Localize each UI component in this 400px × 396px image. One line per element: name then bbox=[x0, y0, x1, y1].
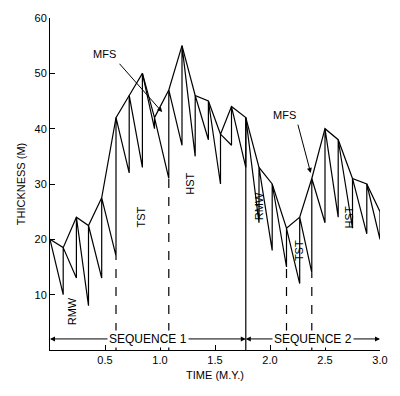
svg-text:HST: HST bbox=[184, 172, 196, 194]
svg-text:2.5: 2.5 bbox=[317, 354, 332, 366]
svg-text:30: 30 bbox=[35, 178, 47, 190]
svg-text:TST: TST bbox=[293, 240, 305, 261]
svg-text:3.0: 3.0 bbox=[372, 354, 387, 366]
svg-text:MFS: MFS bbox=[273, 109, 296, 121]
svg-text:1.5: 1.5 bbox=[207, 354, 222, 366]
svg-text:2.0: 2.0 bbox=[262, 354, 277, 366]
svg-text:SEQUENCE 2: SEQUENCE 2 bbox=[274, 332, 352, 346]
svg-text:60: 60 bbox=[35, 12, 47, 24]
svg-text:MFS: MFS bbox=[93, 48, 116, 60]
svg-text:RMW: RMW bbox=[253, 192, 265, 220]
svg-text:THICKNESS (M): THICKNESS (M) bbox=[15, 143, 27, 226]
svg-text:HST: HST bbox=[343, 206, 355, 228]
svg-text:10: 10 bbox=[35, 289, 47, 301]
svg-text:1.0: 1.0 bbox=[152, 354, 167, 366]
svg-text:SEQUENCE 1: SEQUENCE 1 bbox=[109, 332, 187, 346]
svg-text:0.5: 0.5 bbox=[97, 354, 112, 366]
svg-text:40: 40 bbox=[35, 123, 47, 135]
svg-text:TST: TST bbox=[135, 206, 147, 227]
svg-text:TIME (M.Y.): TIME (M.Y.) bbox=[186, 369, 244, 381]
svg-text:20: 20 bbox=[35, 233, 47, 245]
svg-text:RMW: RMW bbox=[66, 297, 78, 325]
svg-text:50: 50 bbox=[35, 67, 47, 79]
